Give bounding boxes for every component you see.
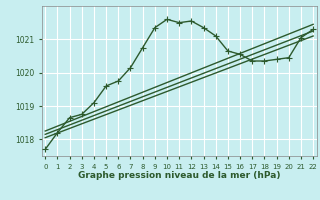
X-axis label: Graphe pression niveau de la mer (hPa): Graphe pression niveau de la mer (hPa)	[78, 171, 280, 180]
